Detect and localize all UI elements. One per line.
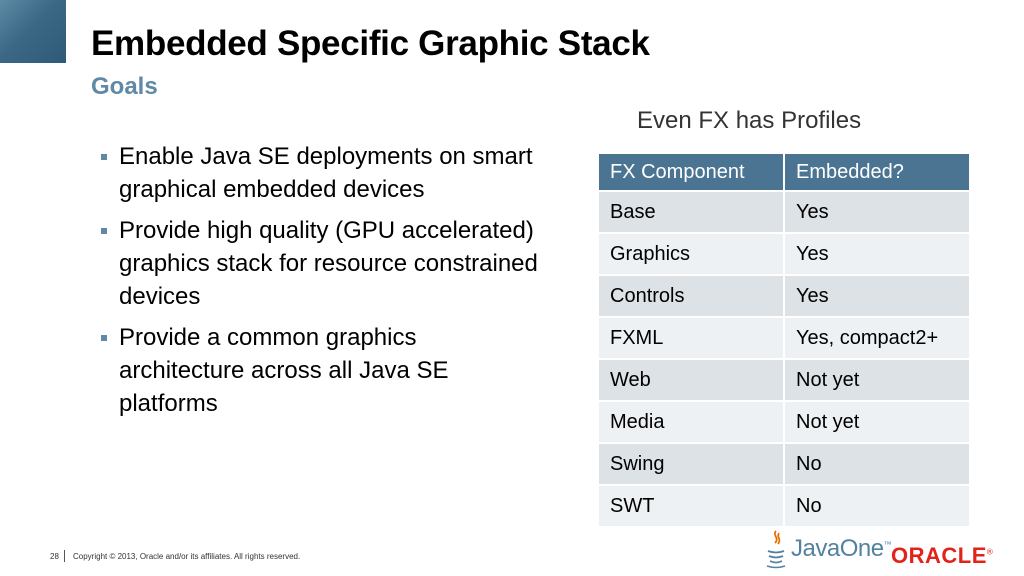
slide-title: Embedded Specific Graphic Stack <box>91 24 650 63</box>
embedded-cell: Not yet <box>784 359 971 402</box>
embedded-cell: Not yet <box>784 401 971 444</box>
copyright-notice: Copyright © 2013, Oracle and/or its affi… <box>73 552 301 561</box>
table-row: FXML Yes, compact2+ <box>599 317 971 360</box>
table-row: Media Not yet <box>599 401 971 444</box>
bullet-text: Provide a common graphics architecture a… <box>119 324 449 417</box>
fx-profile-table: FX Component Embedded? Base Yes Graphics… <box>599 154 971 528</box>
javaone-wordmark: JavaOne™ <box>791 535 892 562</box>
embedded-cell: No <box>784 443 971 486</box>
oracle-logo: ORACLE® <box>891 543 994 568</box>
column-header: FX Component <box>599 154 785 192</box>
embedded-cell: Yes <box>784 191 971 234</box>
component-cell: Web <box>599 359 785 402</box>
table-row: Controls Yes <box>599 275 971 318</box>
embedded-cell: Yes, compact2+ <box>784 317 971 360</box>
bullet-item: Provide high quality (GPU accelerated) g… <box>98 214 548 313</box>
java-cup-icon <box>766 530 786 569</box>
page-number: 28 <box>50 552 59 561</box>
bullet-text: Provide high quality (GPU accelerated) g… <box>119 217 538 310</box>
column-header: Embedded? <box>784 154 971 192</box>
square-bullet-icon <box>101 228 107 234</box>
table-row: SWT No <box>599 485 971 528</box>
table-row: Web Not yet <box>599 359 971 402</box>
table-header-row: FX Component Embedded? <box>599 154 971 192</box>
table-row: Swing No <box>599 443 971 486</box>
table-row: Graphics Yes <box>599 233 971 276</box>
component-cell: SWT <box>599 485 785 528</box>
table-caption: Even FX has Profiles <box>637 107 862 134</box>
bullet-item: Enable Java SE deployments on smart grap… <box>98 140 548 206</box>
bullet-item: Provide a common graphics architecture a… <box>98 321 548 420</box>
bullet-list: Enable Java SE deployments on smart grap… <box>98 140 548 428</box>
table-row: Base Yes <box>599 191 971 234</box>
component-cell: FXML <box>599 317 785 360</box>
component-cell: Base <box>599 191 785 234</box>
embedded-cell: Yes <box>784 233 971 276</box>
component-cell: Controls <box>599 275 785 318</box>
component-cell: Graphics <box>599 233 785 276</box>
footer-divider <box>64 550 65 562</box>
corner-decoration <box>0 0 66 63</box>
component-cell: Swing <box>599 443 785 486</box>
slide-subtitle: Goals <box>91 73 158 100</box>
javaone-logo: JavaOne™ <box>764 527 892 571</box>
component-cell: Media <box>599 401 785 444</box>
bullet-text: Enable Java SE deployments on smart grap… <box>119 143 533 203</box>
square-bullet-icon <box>101 335 107 341</box>
square-bullet-icon <box>101 154 107 160</box>
embedded-cell: No <box>784 485 971 528</box>
embedded-cell: Yes <box>784 275 971 318</box>
